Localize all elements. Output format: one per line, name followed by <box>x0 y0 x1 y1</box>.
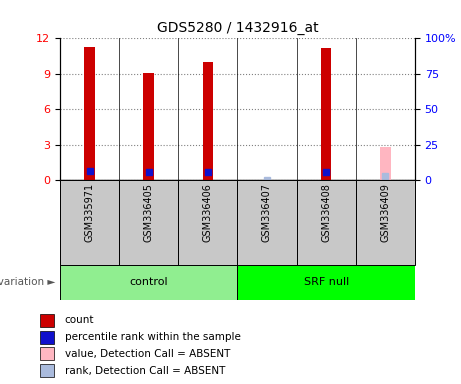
Text: genotype/variation ►: genotype/variation ► <box>0 277 55 287</box>
Text: control: control <box>130 277 168 287</box>
Bar <box>178 180 237 265</box>
Title: GDS5280 / 1432916_at: GDS5280 / 1432916_at <box>157 21 318 35</box>
Bar <box>380 147 390 180</box>
Text: GSM336405: GSM336405 <box>144 183 154 242</box>
Text: SRF null: SRF null <box>303 277 349 287</box>
Bar <box>356 180 415 265</box>
Bar <box>237 180 296 265</box>
Text: count: count <box>65 315 94 325</box>
Text: GSM336409: GSM336409 <box>380 183 390 242</box>
Bar <box>40 331 54 344</box>
Bar <box>60 180 119 265</box>
Bar <box>119 180 178 265</box>
Bar <box>202 62 213 180</box>
Text: GSM336406: GSM336406 <box>203 183 213 242</box>
Bar <box>40 314 54 327</box>
Text: rank, Detection Call = ABSENT: rank, Detection Call = ABSENT <box>65 366 225 376</box>
Bar <box>296 180 356 265</box>
Bar <box>237 265 415 300</box>
Bar <box>40 364 54 377</box>
Bar <box>60 265 237 300</box>
Bar <box>40 347 54 361</box>
Text: value, Detection Call = ABSENT: value, Detection Call = ABSENT <box>65 349 230 359</box>
Bar <box>84 47 95 180</box>
Bar <box>143 73 154 180</box>
Text: GSM336408: GSM336408 <box>321 183 331 242</box>
Bar <box>321 48 331 180</box>
Text: GSM336407: GSM336407 <box>262 183 272 242</box>
Text: percentile rank within the sample: percentile rank within the sample <box>65 332 241 342</box>
Text: GSM335971: GSM335971 <box>84 183 95 242</box>
